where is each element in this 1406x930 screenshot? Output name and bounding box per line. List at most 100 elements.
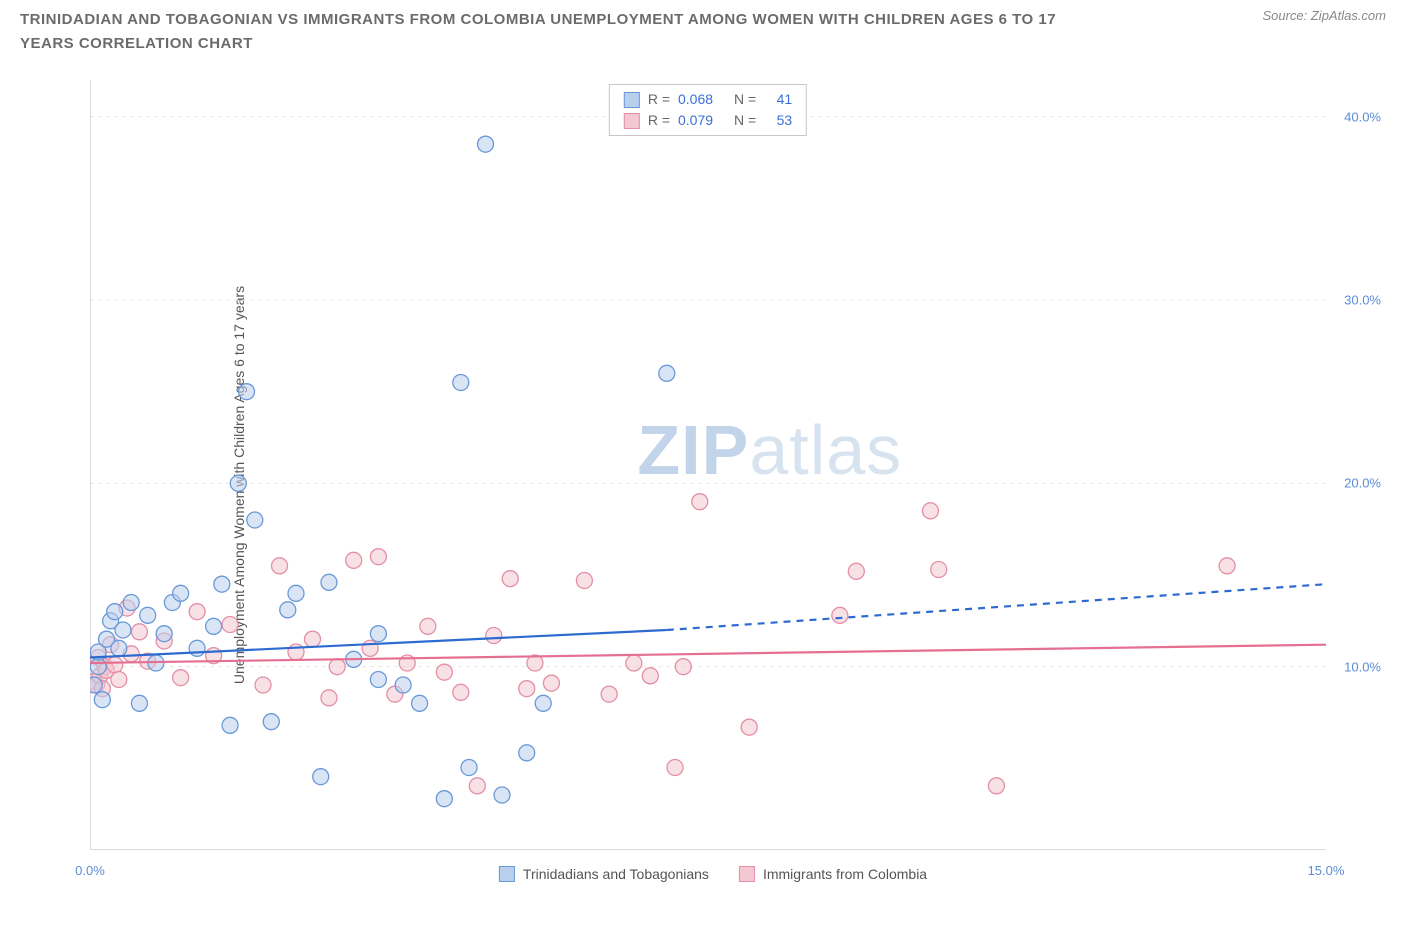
pink-data-point: [107, 657, 123, 673]
pink-data-point: [626, 655, 642, 671]
pink-data-point: [111, 672, 127, 688]
blue-data-point: [478, 136, 494, 152]
source-attribution: Source: ZipAtlas.com: [1262, 8, 1386, 23]
correlation-stats-box: R = 0.068 N = 41 R = 0.079 N = 53: [609, 84, 807, 136]
pink-data-point: [362, 640, 378, 656]
blue-data-point: [370, 626, 386, 642]
blue-data-point: [313, 769, 329, 785]
x-tick-label: 0.0%: [75, 863, 105, 878]
blue-data-point: [370, 672, 386, 688]
pink-data-point: [642, 668, 658, 684]
blue-data-point: [206, 618, 222, 634]
pink-data-point: [304, 631, 320, 647]
blue-data-point: [461, 760, 477, 776]
pink-data-point: [692, 494, 708, 510]
blue-data-point: [230, 475, 246, 491]
blue-data-point: [131, 695, 147, 711]
blue-data-point: [214, 576, 230, 592]
blue-data-point: [535, 695, 551, 711]
pink-data-point: [329, 659, 345, 675]
pink-data-point: [436, 664, 452, 680]
y-tick-label: 40.0%: [1344, 109, 1381, 124]
scatter-plot-svg: [90, 80, 1326, 850]
blue-data-point: [519, 745, 535, 761]
pink-data-point: [519, 681, 535, 697]
blue-trendline-dashed: [667, 584, 1326, 630]
r-label: R =: [648, 110, 670, 131]
blue-data-point: [90, 659, 106, 675]
blue-data-point: [111, 640, 127, 656]
blue-data-point: [247, 512, 263, 528]
stats-row: R = 0.079 N = 53: [624, 110, 792, 131]
n-label: N =: [734, 110, 756, 131]
pink-data-point: [988, 778, 1004, 794]
blue-data-point: [140, 607, 156, 623]
pink-data-point: [543, 675, 559, 691]
pink-data-point: [346, 552, 362, 568]
stats-row: R = 0.068 N = 41: [624, 89, 792, 110]
pink-data-point: [272, 558, 288, 574]
r-value: 0.079: [678, 110, 726, 131]
blue-data-point: [453, 375, 469, 391]
legend-swatch: [499, 866, 515, 882]
legend-item: Trinidadians and Tobagonians: [499, 866, 709, 882]
pink-data-point: [131, 624, 147, 640]
legend-item: Immigrants from Colombia: [739, 866, 927, 882]
blue-data-point: [94, 692, 110, 708]
y-tick-label: 30.0%: [1344, 293, 1381, 308]
n-value: 53: [764, 110, 792, 131]
pink-data-point: [420, 618, 436, 634]
blue-data-point: [90, 677, 102, 693]
legend-swatch: [739, 866, 755, 882]
pink-data-point: [576, 573, 592, 589]
pink-data-point: [848, 563, 864, 579]
blue-data-point: [321, 574, 337, 590]
pink-data-point: [675, 659, 691, 675]
pink-trendline: [90, 645, 1326, 663]
blue-data-point: [156, 626, 172, 642]
blue-data-point: [222, 717, 238, 733]
blue-data-point: [659, 365, 675, 381]
n-value: 41: [764, 89, 792, 110]
pink-data-point: [922, 503, 938, 519]
pink-data-point: [667, 760, 683, 776]
pink-data-point: [832, 607, 848, 623]
legend-label: Trinidadians and Tobagonians: [523, 866, 709, 882]
blue-data-point: [189, 640, 205, 656]
blue-data-point: [173, 585, 189, 601]
stats-swatch: [624, 92, 640, 108]
pink-data-point: [601, 686, 617, 702]
pink-data-point: [222, 617, 238, 633]
blue-data-point: [494, 787, 510, 803]
pink-data-point: [741, 719, 757, 735]
r-label: R =: [648, 89, 670, 110]
pink-data-point: [321, 690, 337, 706]
blue-data-point: [412, 695, 428, 711]
r-value: 0.068: [678, 89, 726, 110]
pink-data-point: [502, 571, 518, 587]
pink-data-point: [469, 778, 485, 794]
blue-data-point: [280, 602, 296, 618]
pink-data-point: [173, 670, 189, 686]
pink-data-point: [255, 677, 271, 693]
pink-data-point: [1219, 558, 1235, 574]
stats-swatch: [624, 113, 640, 129]
blue-data-point: [263, 714, 279, 730]
chart-container: Unemployment Among Women with Children A…: [40, 80, 1386, 890]
pink-data-point: [189, 604, 205, 620]
blue-data-point: [288, 585, 304, 601]
pink-data-point: [453, 684, 469, 700]
blue-data-point: [239, 384, 255, 400]
pink-data-point: [486, 628, 502, 644]
plot-area: ZIPatlas R = 0.068 N = 41 R = 0.079 N = …: [90, 80, 1326, 850]
n-label: N =: [734, 89, 756, 110]
y-tick-label: 20.0%: [1344, 476, 1381, 491]
blue-data-point: [395, 677, 411, 693]
blue-data-point: [107, 604, 123, 620]
blue-data-point: [115, 622, 131, 638]
legend-label: Immigrants from Colombia: [763, 866, 927, 882]
pink-data-point: [931, 562, 947, 578]
chart-title: TRINIDADIAN AND TOBAGONIAN VS IMMIGRANTS…: [20, 8, 1070, 56]
y-tick-label: 10.0%: [1344, 659, 1381, 674]
pink-data-point: [370, 549, 386, 565]
